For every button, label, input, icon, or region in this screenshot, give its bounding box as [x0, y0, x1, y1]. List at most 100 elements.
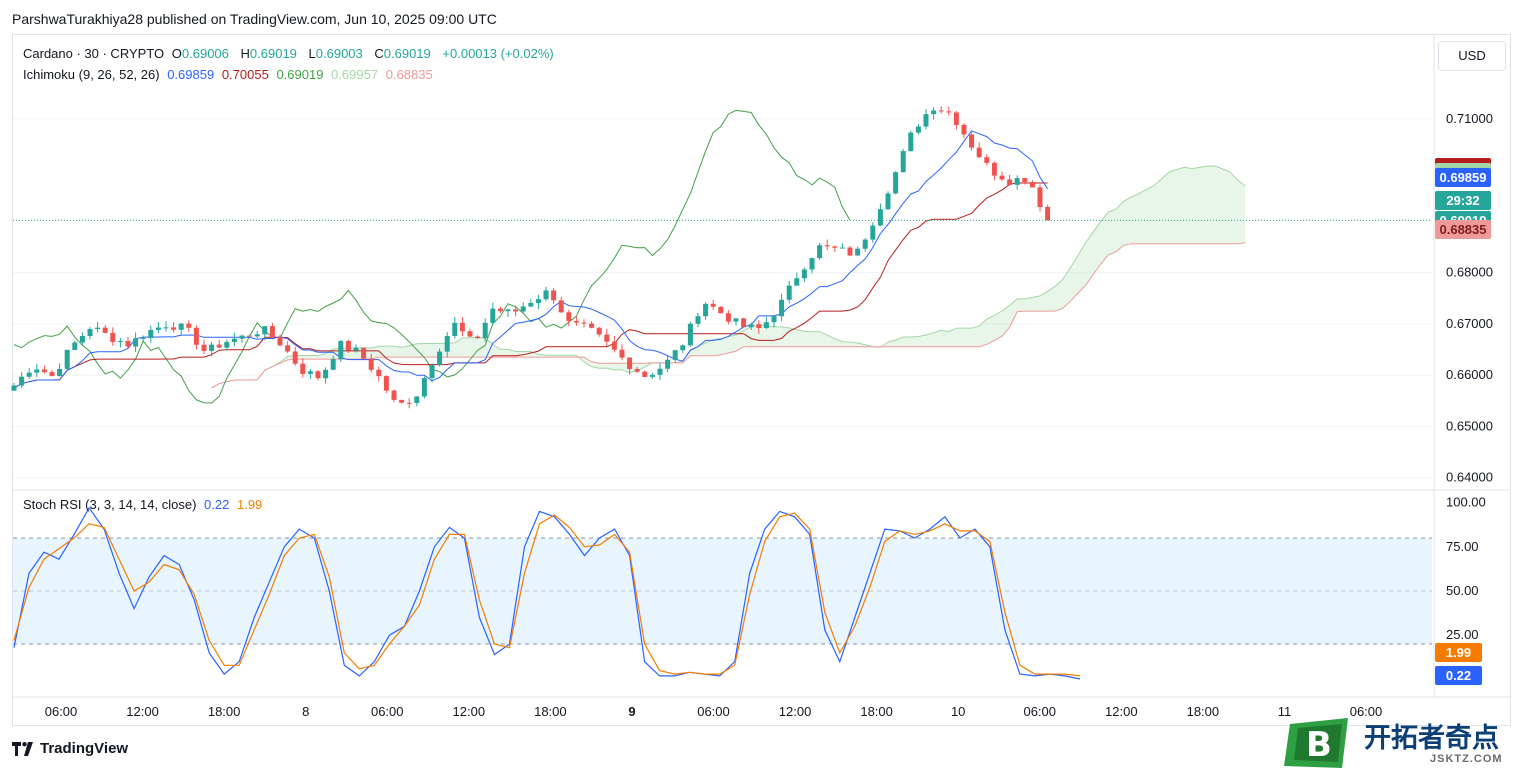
candle [680, 344, 686, 354]
price-axis-label: 0.66000 [1446, 367, 1493, 382]
candle-body [345, 341, 351, 351]
candle [703, 302, 709, 320]
candle [376, 366, 382, 382]
candle-body [361, 347, 367, 359]
currency-button[interactable]: USD [1438, 41, 1506, 71]
close-label: C [374, 46, 384, 61]
candle-body [87, 329, 93, 337]
candle-body [817, 245, 823, 259]
candle-body [619, 349, 625, 358]
candle [497, 306, 503, 314]
candle [946, 106, 952, 116]
time-axis-label: 06:00 [1350, 704, 1383, 719]
time-axis-label: 06:00 [45, 704, 78, 719]
tradingview-brand: TradingView [40, 740, 129, 757]
candle [125, 336, 131, 350]
symbol-label[interactable]: Cardano · 30 · CRYPTO [23, 46, 165, 61]
candle [155, 321, 161, 334]
candle-body [794, 278, 800, 286]
candle-body [148, 329, 154, 338]
candle-body [34, 369, 40, 373]
candle [178, 323, 184, 336]
candle [338, 340, 344, 363]
candle-body [596, 327, 602, 335]
candle [292, 346, 298, 366]
ichimoku-cloud [211, 165, 1246, 389]
time-axis-label: 18:00 [1187, 704, 1220, 719]
candle [201, 339, 207, 355]
candle [877, 203, 883, 227]
candle [642, 370, 648, 378]
ichimoku-conversion-line [13, 130, 1049, 389]
tradingview-logo[interactable]: TradingView [12, 740, 128, 757]
candle-body [330, 359, 336, 370]
candle-body [482, 322, 488, 339]
candle [41, 365, 47, 374]
candle-body [877, 209, 883, 226]
candle [1007, 175, 1013, 186]
candle [216, 340, 222, 348]
price-badge: 29:32 [1435, 191, 1491, 211]
candle-body [931, 110, 937, 115]
candle-body [178, 323, 184, 330]
candle-body [163, 327, 169, 329]
candle [315, 370, 321, 381]
candle [604, 328, 610, 347]
candle [885, 191, 891, 210]
candle-body [399, 399, 405, 403]
candle [406, 398, 412, 409]
candle-body [687, 323, 693, 346]
candle [733, 318, 739, 326]
candle-body [832, 246, 838, 248]
candle [824, 239, 830, 251]
candle [285, 341, 291, 353]
candle [193, 325, 199, 350]
candle [1045, 205, 1051, 221]
candle [231, 332, 237, 347]
candle [984, 154, 990, 166]
time-axis-label: 06:00 [371, 704, 404, 719]
low-value: 0.69003 [315, 46, 363, 61]
candle-body [300, 363, 306, 374]
candle-body [718, 306, 724, 314]
candle-body [155, 327, 161, 330]
stoch-d-line [13, 512, 1081, 677]
price-axis-label: 0.64000 [1446, 470, 1493, 485]
candle-body [1022, 178, 1028, 183]
candle [900, 149, 906, 173]
ichimoku-label[interactable]: Ichimoku (9, 26, 52, 26) [23, 67, 160, 82]
candle [95, 322, 101, 333]
stoch-axis-label: 25.00 [1446, 627, 1479, 642]
time-axis-label: 12:00 [1105, 704, 1138, 719]
candle-body [520, 306, 526, 312]
candle [657, 362, 663, 380]
stoch-label[interactable]: Stoch RSI (3, 3, 14, 14, close) [23, 497, 197, 512]
time-axis-label: 10 [951, 704, 965, 719]
stoch-legend: Stoch RSI (3, 3, 14, 14, close) 0.22 1.9… [23, 497, 266, 512]
candle-body [513, 309, 519, 312]
candle-body [102, 327, 108, 333]
candle-body [741, 318, 747, 328]
candle-body [224, 341, 230, 348]
candle-body [414, 396, 420, 404]
candle [399, 399, 405, 404]
high-label: H [240, 46, 250, 61]
candle [969, 131, 975, 151]
time-axis-label: 8 [302, 704, 309, 719]
candle-body [429, 365, 435, 379]
candle-body [171, 327, 177, 330]
candle-body [247, 335, 253, 337]
candle [513, 305, 519, 317]
candle [566, 309, 572, 327]
candle [361, 347, 367, 359]
candle-body [923, 114, 929, 127]
stoch-axis-label: 75.00 [1446, 539, 1479, 554]
candle-body [733, 318, 739, 322]
candle [383, 375, 389, 394]
candle [763, 316, 769, 330]
candle-body [72, 342, 78, 350]
candle [247, 334, 253, 338]
candle-body [999, 175, 1005, 180]
candle-body [57, 368, 63, 376]
